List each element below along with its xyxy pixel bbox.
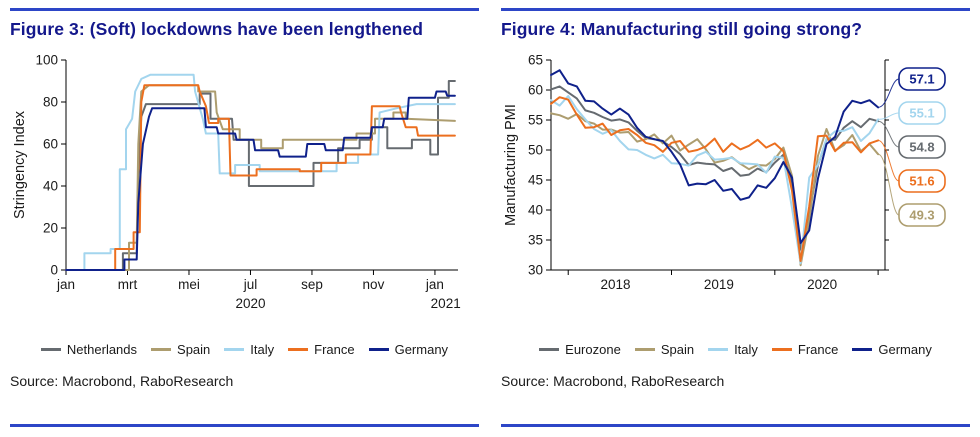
panel-figure3: Figure 3: (Soft) lockdowns have been len… <box>10 8 479 427</box>
legend-label: Germany <box>394 342 449 357</box>
figure4-legend: Eurozone Spain Italy France Germany <box>501 340 970 363</box>
svg-text:55: 55 <box>528 113 543 128</box>
legend-label: France <box>797 342 839 357</box>
svg-text:40: 40 <box>528 203 543 218</box>
top-rule <box>501 8 970 11</box>
figure4-title: Figure 4: Manufacturing still going stro… <box>501 19 863 39</box>
svg-text:2020: 2020 <box>235 296 265 311</box>
svg-text:57.1: 57.1 <box>909 72 934 87</box>
legend-swatch <box>151 348 172 351</box>
legend-label: Spain <box>177 342 211 357</box>
svg-text:20: 20 <box>43 221 58 236</box>
legend-item-france: France <box>771 342 839 357</box>
svg-text:mrt: mrt <box>118 277 138 292</box>
svg-text:2018: 2018 <box>601 277 631 292</box>
figure4-source: Source: Macrobond, RaboResearch <box>501 373 725 389</box>
legend-label: Spain <box>660 342 695 357</box>
svg-text:Stringency Index: Stringency Index <box>12 110 28 219</box>
legend-item-italy: Italy <box>224 342 274 357</box>
legend-label: Netherlands <box>66 342 138 357</box>
svg-text:2021: 2021 <box>431 296 461 311</box>
svg-text:2019: 2019 <box>704 277 734 292</box>
legend-swatch <box>224 348 245 351</box>
legend-item-spain: Spain <box>634 342 695 357</box>
figure3-title: Figure 3: (Soft) lockdowns have been len… <box>10 19 424 39</box>
end-label-badge <box>898 67 946 91</box>
bottom-rule <box>10 424 479 427</box>
legend-label: Germany <box>878 342 932 357</box>
legend-swatch <box>708 348 729 351</box>
legend-label: Eurozone <box>565 342 621 357</box>
svg-text:65: 65 <box>528 53 543 68</box>
legend-label: Italy <box>250 342 275 357</box>
legend-swatch <box>40 348 61 351</box>
end-label-badge <box>898 135 946 159</box>
figure4-chart: 30 35 40 45 50 55 60 65 2018 2019 2020 Manufacturin… <box>503 53 946 292</box>
svg-text:35: 35 <box>528 233 543 248</box>
legend-swatch <box>634 348 655 351</box>
end-label-badge <box>898 203 946 227</box>
end-label-badge <box>898 101 946 125</box>
legend-item-germany: Germany <box>852 342 932 357</box>
svg-text:jan: jan <box>56 277 75 292</box>
svg-text:jan: jan <box>425 277 444 292</box>
legend-item-germany: Germany <box>368 342 449 357</box>
legend-item-eurozone: Eurozone <box>539 342 621 357</box>
svg-text:60: 60 <box>43 137 58 152</box>
svg-text:jul: jul <box>243 277 258 292</box>
svg-text:2020: 2020 <box>807 277 837 292</box>
svg-text:55.1: 55.1 <box>909 106 934 121</box>
svg-text:54.8: 54.8 <box>909 140 934 155</box>
svg-text:nov: nov <box>363 277 385 292</box>
svg-text:100: 100 <box>35 53 58 68</box>
svg-text:45: 45 <box>528 173 543 188</box>
legend-swatch <box>539 348 560 351</box>
legend-swatch <box>368 348 389 351</box>
top-rule <box>10 8 479 11</box>
svg-text:mei: mei <box>178 277 200 292</box>
figure3-source: Source: Macrobond, RaboResearch <box>10 373 234 389</box>
svg-text:30: 30 <box>528 263 543 278</box>
legend-item-france: France <box>288 342 355 357</box>
legend-item-spain: Spain <box>151 342 210 357</box>
legend-swatch <box>852 348 873 351</box>
panel-figure4: Figure 4: Manufacturing still going stro… <box>501 8 970 427</box>
svg-text:sep: sep <box>301 277 323 292</box>
legend-swatch <box>288 348 309 351</box>
end-label-badge <box>898 169 946 193</box>
bottom-rule <box>501 424 970 427</box>
svg-text:Manufacturing PMI: Manufacturing PMI <box>503 104 519 226</box>
svg-text:51.6: 51.6 <box>909 174 934 189</box>
legend-item-italy: Italy <box>708 342 758 357</box>
legend-swatch <box>771 348 792 351</box>
svg-text:50: 50 <box>528 143 543 158</box>
svg-text:0: 0 <box>50 263 58 278</box>
svg-text:40: 40 <box>43 179 58 194</box>
svg-text:60: 60 <box>528 83 543 98</box>
svg-text:80: 80 <box>43 95 58 110</box>
legend-item-netherlands: Netherlands <box>40 342 138 357</box>
svg-text:49.3: 49.3 <box>909 208 934 223</box>
legend-label: France <box>314 342 355 357</box>
legend-label: Italy <box>734 342 758 357</box>
figure3-chart: 0 20 40 60 80 100 jan mrt mei jul sep nov jan 2020 202… <box>12 53 461 312</box>
figure3-legend: Netherlands Spain Italy France Germany <box>10 340 479 363</box>
